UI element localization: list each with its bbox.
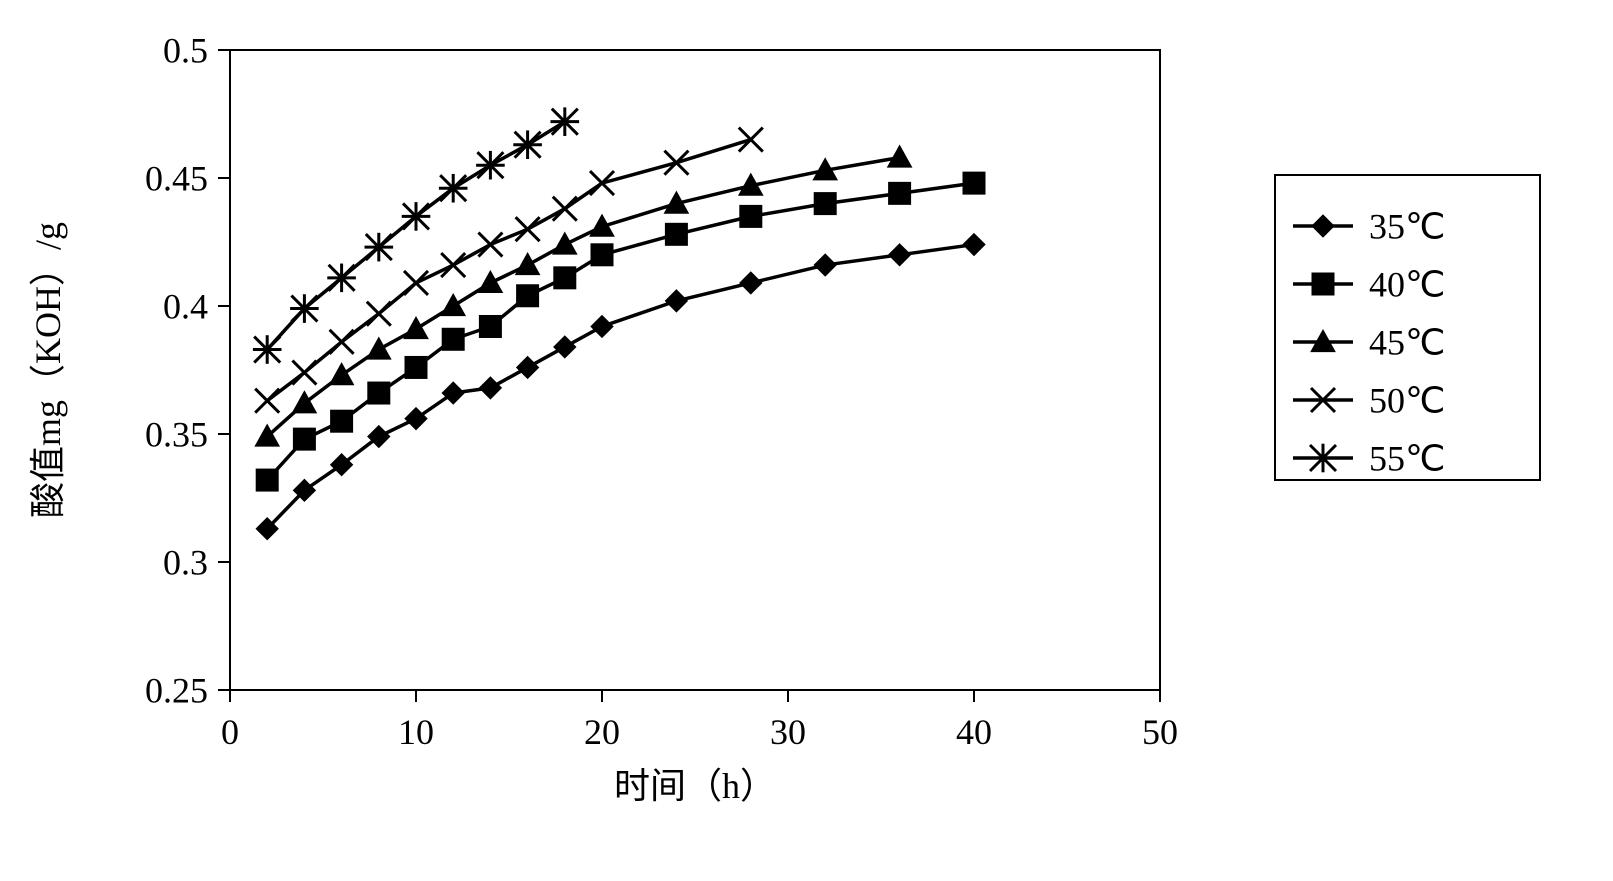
marker (553, 197, 577, 221)
y-tick-label: 0.4 (163, 287, 208, 327)
marker (516, 217, 540, 241)
marker (405, 356, 427, 378)
marker (330, 363, 354, 385)
marker (888, 146, 912, 168)
marker (517, 356, 539, 378)
series-35℃ (256, 234, 985, 540)
marker (516, 253, 540, 275)
x-tick-label: 30 (770, 712, 806, 752)
marker (665, 290, 687, 312)
legend-marker-icon (1312, 273, 1334, 295)
x-axis-label: 时间（h） (614, 766, 776, 806)
marker (439, 174, 468, 203)
marker (889, 182, 911, 204)
marker (478, 271, 502, 293)
marker (739, 128, 763, 152)
marker (402, 202, 431, 231)
series-line (267, 140, 751, 401)
legend-label: 35℃ (1369, 207, 1445, 247)
series-50℃ (255, 128, 763, 413)
x-tick-label: 10 (398, 712, 434, 752)
marker (553, 233, 577, 255)
chart-container: 0 10 20 30 40 50 0.25 0.3 0.35 0.4 0.45 0.5 时间（h） 酸值m… (20, 20, 1613, 861)
y-tick-label: 0.25 (145, 671, 208, 711)
marker (591, 244, 613, 266)
marker (405, 408, 427, 430)
marker (441, 253, 465, 277)
plot-border (230, 50, 1160, 690)
y-tick-label: 0.35 (145, 415, 208, 455)
series-45℃ (255, 146, 911, 447)
marker (367, 338, 391, 360)
marker (365, 233, 394, 262)
marker (513, 130, 542, 159)
marker (290, 294, 319, 323)
marker (554, 336, 576, 358)
x-tick-label: 40 (956, 712, 992, 752)
x-tick-label: 0 (221, 712, 239, 752)
marker (479, 315, 501, 337)
marker (292, 361, 316, 385)
legend-label: 55℃ (1369, 439, 1445, 479)
marker (814, 193, 836, 215)
marker (327, 264, 356, 293)
marker (253, 335, 282, 364)
marker (368, 382, 390, 404)
marker (554, 267, 576, 289)
marker (404, 271, 428, 295)
legend-marker-icon (1309, 444, 1338, 473)
marker (441, 294, 465, 316)
marker (478, 233, 502, 257)
marker (963, 234, 985, 256)
marker (590, 171, 614, 195)
marker (591, 315, 613, 337)
x-tick-label: 20 (584, 712, 620, 752)
line-chart: 0 10 20 30 40 50 0.25 0.3 0.35 0.4 0.45 0.5 时间（h） 酸值m… (20, 20, 1613, 861)
marker (551, 107, 580, 136)
x-tick-label: 50 (1142, 712, 1178, 752)
marker (814, 254, 836, 276)
marker (255, 389, 279, 413)
marker (476, 151, 505, 180)
marker (479, 377, 501, 399)
marker (442, 382, 464, 404)
y-tick-label: 0.3 (163, 543, 208, 583)
marker (256, 469, 278, 491)
marker (740, 205, 762, 227)
marker (889, 244, 911, 266)
marker (367, 302, 391, 326)
marker (664, 151, 688, 175)
marker (292, 391, 316, 413)
marker (293, 428, 315, 450)
marker (331, 410, 353, 432)
marker (963, 172, 985, 194)
legend-label: 40℃ (1369, 265, 1445, 305)
marker (330, 330, 354, 354)
marker (442, 328, 464, 350)
y-axis-label: 酸值mg（KOH）/g (28, 222, 68, 518)
series-line (267, 158, 899, 437)
legend-label: 50℃ (1369, 381, 1445, 421)
marker (404, 317, 428, 339)
legend-label: 45℃ (1369, 323, 1445, 363)
y-tick-label: 0.45 (145, 159, 208, 199)
marker (740, 272, 762, 294)
marker (517, 285, 539, 307)
marker (665, 223, 687, 245)
y-tick-label: 0.5 (163, 31, 208, 71)
